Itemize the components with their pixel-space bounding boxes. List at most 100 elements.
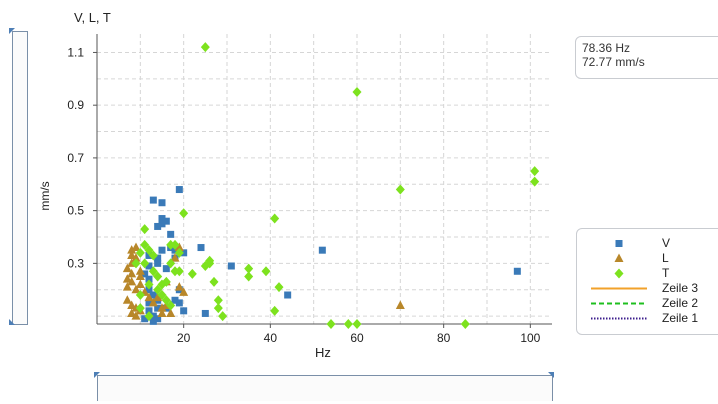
readout-amplitude: 72.77 mm/s xyxy=(582,55,645,69)
point-T xyxy=(170,239,180,250)
point-L xyxy=(174,242,184,252)
point-T xyxy=(131,258,141,269)
point-L xyxy=(127,268,137,278)
point-V xyxy=(158,199,166,207)
point-V xyxy=(154,259,162,267)
y-axis-label: mm/s xyxy=(38,181,52,210)
point-L xyxy=(127,250,137,259)
bottom-slider-right-handle[interactable] xyxy=(548,372,554,378)
point-V xyxy=(284,291,292,299)
chart-ticks: 20 40 60 80 100 0.3 0.5 0.7 0.9 1.1 xyxy=(67,45,540,345)
point-V xyxy=(158,246,166,254)
point-T xyxy=(213,295,223,306)
point-T xyxy=(174,247,184,258)
legend-symbol xyxy=(591,302,647,305)
point-T xyxy=(270,305,280,316)
point-L xyxy=(179,287,189,296)
point-V xyxy=(158,220,166,228)
point-T xyxy=(200,42,210,53)
x-tick-label: 100 xyxy=(520,331,540,345)
point-V xyxy=(227,262,235,270)
point-V xyxy=(154,315,162,323)
point-T xyxy=(261,266,271,277)
left-slider-bottom-handle[interactable] xyxy=(9,319,15,325)
y-tick-label: 1.1 xyxy=(67,45,84,59)
point-V xyxy=(145,286,153,294)
point-T xyxy=(395,184,405,195)
legend-label: Zeile 3 xyxy=(662,281,699,295)
legend-item: Zeile 1 xyxy=(577,312,718,325)
legend-label: V xyxy=(662,236,671,250)
legend-symbol xyxy=(614,268,624,279)
point-T xyxy=(148,250,158,261)
point-T xyxy=(352,87,362,97)
x-tick-label: 40 xyxy=(264,331,278,345)
legend-marker xyxy=(614,253,624,262)
point-T xyxy=(135,303,145,314)
point-T xyxy=(244,271,254,282)
point-T xyxy=(213,303,223,314)
point-V xyxy=(162,265,170,273)
point-L xyxy=(174,282,184,291)
point-L xyxy=(127,276,137,286)
legend-symbol xyxy=(591,287,647,290)
point-L xyxy=(170,253,180,262)
point-V xyxy=(175,299,183,307)
point-T xyxy=(161,295,171,306)
point-V xyxy=(145,275,153,283)
point-L xyxy=(122,274,132,283)
point-V xyxy=(149,317,157,325)
point-T xyxy=(530,166,540,177)
point-L xyxy=(135,271,145,281)
chart-marks xyxy=(122,42,540,329)
point-T xyxy=(166,258,176,269)
point-V xyxy=(154,254,162,262)
point-T xyxy=(209,276,219,287)
point-L xyxy=(157,308,167,317)
legend-item: T xyxy=(577,267,718,280)
point-L xyxy=(122,263,132,273)
point-V xyxy=(145,307,153,315)
x-axis-label: Hz xyxy=(315,345,331,360)
point-V xyxy=(167,230,175,238)
point-T xyxy=(135,290,145,300)
legend-item: L xyxy=(577,252,718,265)
point-V xyxy=(141,315,149,323)
point-V xyxy=(201,309,209,317)
x-tick-label: 60 xyxy=(350,331,364,345)
left-slider-top-handle[interactable] xyxy=(9,28,15,34)
y-tick-label: 0.5 xyxy=(67,204,84,218)
point-V xyxy=(180,307,188,315)
legend-symbol xyxy=(615,240,623,247)
point-V xyxy=(513,267,521,275)
y-tick-label: 0.9 xyxy=(67,98,84,112)
point-T xyxy=(187,268,197,279)
point-T xyxy=(140,239,150,250)
bottom-slider-left-handle[interactable] xyxy=(94,372,100,378)
x-tick-label: 20 xyxy=(177,331,191,345)
point-L xyxy=(157,303,167,312)
point-T xyxy=(161,276,171,287)
point-T xyxy=(135,247,145,258)
legend-marker xyxy=(615,240,623,247)
point-L xyxy=(395,300,405,310)
chart-legend: V L T Zeile 3 Zeile 2 Zeile 1 xyxy=(576,228,718,335)
point-L xyxy=(153,292,163,302)
point-V xyxy=(171,246,179,254)
point-T xyxy=(244,263,254,274)
point-V xyxy=(145,262,153,270)
bottom-range-slider[interactable] xyxy=(97,375,553,401)
point-T xyxy=(148,266,158,277)
point-V xyxy=(162,217,170,225)
left-range-slider[interactable] xyxy=(12,31,28,325)
point-L xyxy=(144,292,154,302)
x-tick-label: 80 xyxy=(437,331,451,345)
point-T xyxy=(205,258,215,269)
point-V xyxy=(175,186,183,194)
legend-label: L xyxy=(662,251,669,265)
point-T xyxy=(140,224,150,235)
point-V xyxy=(154,304,162,312)
point-L xyxy=(166,308,176,317)
point-L xyxy=(131,242,141,252)
point-L xyxy=(135,266,145,275)
